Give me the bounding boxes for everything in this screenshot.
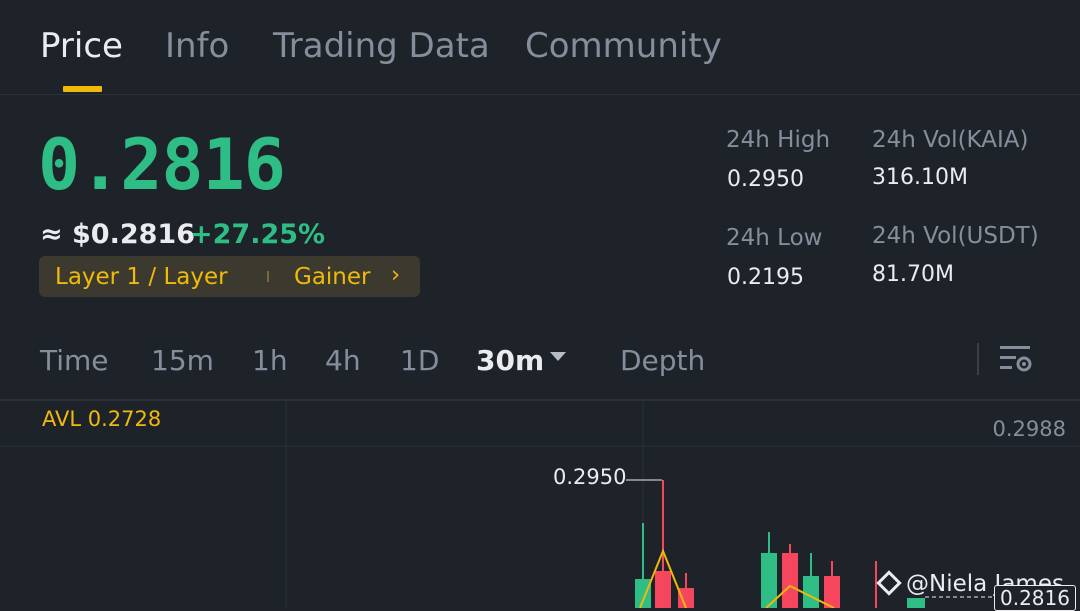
timeframe-1d[interactable]: 1D	[400, 344, 440, 377]
last-price: 0.2816	[38, 124, 286, 206]
timeframe-1h[interactable]: 1h	[252, 344, 288, 377]
low-value: 0.2195	[727, 265, 804, 290]
tag-layer[interactable]: Layer 1 / Layer	[55, 264, 228, 290]
timeframe-time[interactable]: Time	[40, 344, 109, 377]
timeframe-15m[interactable]: 15m	[151, 344, 214, 377]
tab-community[interactable]: Community	[525, 26, 722, 66]
candlestick-plot	[0, 401, 1080, 608]
tag-gainer[interactable]: Gainer	[294, 264, 371, 290]
usd-price: ≈ $0.2816	[40, 219, 195, 250]
tab-info[interactable]: Info	[165, 26, 230, 66]
toolbar-divider	[977, 343, 979, 375]
binance-logo-icon	[876, 570, 902, 596]
timeframe-4h[interactable]: 4h	[325, 344, 361, 377]
top-tabs: Price Info Trading Data Community	[0, 0, 1080, 95]
high-value: 0.2950	[727, 167, 804, 192]
price-chart[interactable]: AVL 0.2728 0.2988 0.2950 @Niela James 0.…	[0, 399, 1080, 611]
current-price-tag: 0.2816	[994, 585, 1076, 611]
active-tab-indicator	[63, 86, 102, 92]
timeframe-30m[interactable]: 30m	[476, 344, 545, 377]
vol-base-label: 24h Vol(KAIA)	[872, 127, 1029, 153]
low-label: 24h Low	[726, 225, 823, 251]
tab-price[interactable]: Price	[40, 26, 123, 66]
vol-quote-value: 81.70M	[872, 262, 954, 287]
chart-settings-icon[interactable]	[998, 343, 1034, 375]
price-axis-top: 0.2988	[992, 417, 1066, 441]
category-tag-bar[interactable]: Layer 1 / Layer Gainer ›	[39, 256, 420, 297]
price-change-percent: +27.25%	[190, 219, 326, 250]
high-label: 24h High	[726, 127, 831, 153]
timeframe-depth[interactable]: Depth	[620, 344, 706, 377]
caret-down-icon[interactable]	[550, 352, 566, 361]
tag-divider	[267, 271, 269, 282]
tab-trading-data[interactable]: Trading Data	[273, 26, 490, 66]
high-marker-label: 0.2950	[553, 465, 627, 489]
chevron-right-icon: ›	[391, 262, 401, 288]
vol-base-value: 316.10M	[872, 165, 968, 190]
vol-quote-label: 24h Vol(USDT)	[872, 223, 1039, 249]
average-label: AVL 0.2728	[42, 407, 162, 431]
